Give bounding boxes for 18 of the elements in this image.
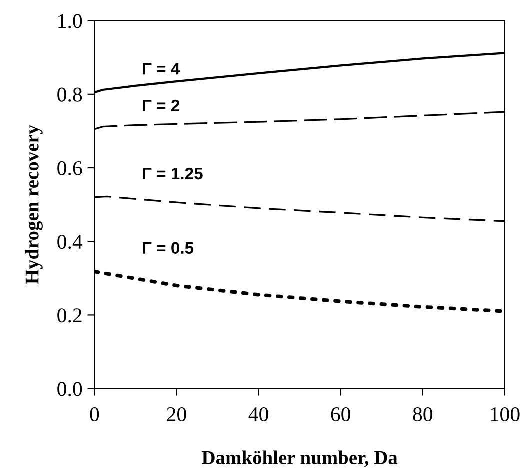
y-tick-label: 0.8: [58, 88, 82, 102]
y-tick-label: 0.2: [58, 308, 82, 323]
y-tick-label: 0.0: [58, 382, 82, 396]
y-tick-label: 1.0: [58, 14, 82, 28]
y-tick-label: 0.6: [58, 161, 82, 176]
x-axis-title: Damköhler number, Da: [202, 450, 398, 468]
series-label: Γ = 2: [143, 100, 180, 112]
x-tick-label: 60: [331, 407, 350, 422]
x-tick-label: 0: [90, 407, 100, 422]
series-label: Γ = 0.5: [143, 242, 194, 254]
y-axis-title: Hydrogen recovery: [25, 125, 43, 284]
series-label: Γ = 1.25: [143, 168, 203, 180]
x-tick-label: 40: [248, 407, 268, 422]
x-tick-label: 100: [491, 407, 520, 422]
y-tick-label: 0.4: [58, 234, 83, 250]
x-tick-label: 80: [413, 407, 433, 422]
x-tick-label: 20: [167, 407, 186, 422]
series-label: Γ = 4: [143, 63, 180, 75]
